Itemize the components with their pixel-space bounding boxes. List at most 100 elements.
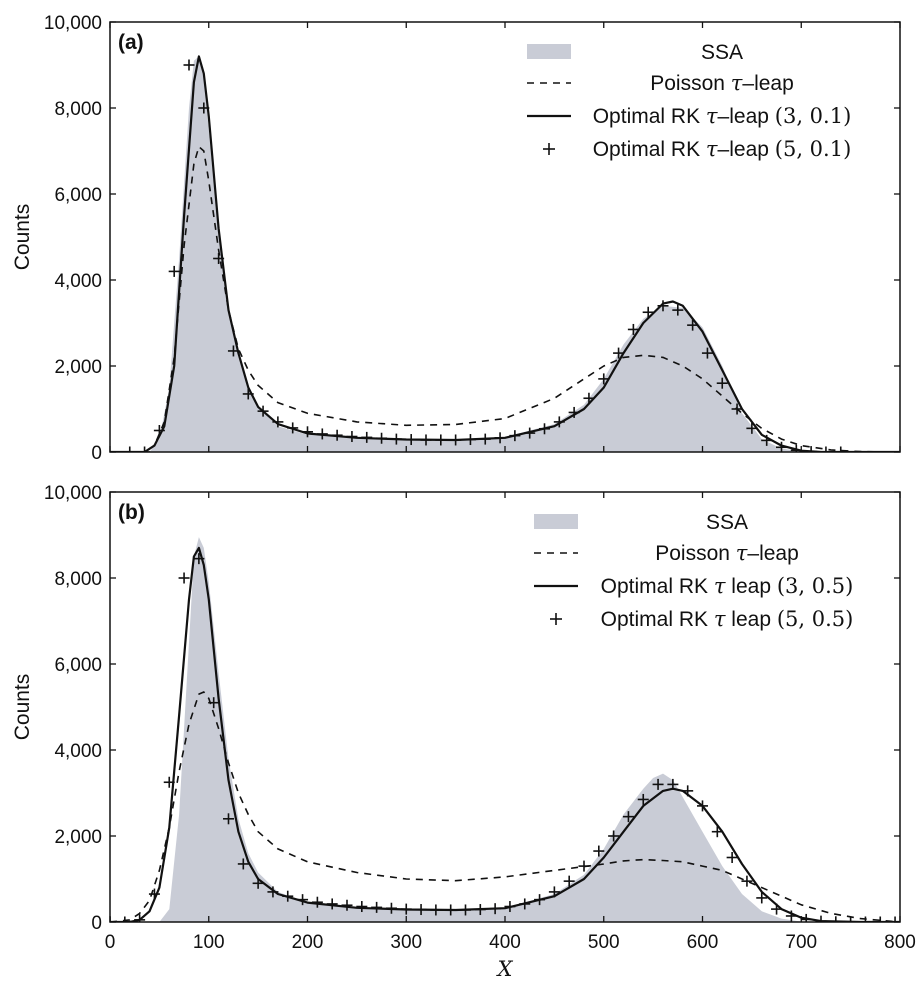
plot-area-b <box>110 537 900 922</box>
series-optimal-rk-leap-5-0-5-b-marker-10 <box>252 877 264 889</box>
series-optimal-rk-leap-5-0-5-b-marker-6 <box>193 553 205 565</box>
series-optimal-rk-leap-5-0-5-b-marker-36 <box>637 793 649 805</box>
x-tick-label-b-2: 200 <box>292 932 324 953</box>
series-optimal-rk-leap-5-0-1-a-marker-7 <box>227 345 239 357</box>
series-optimal-rk-leap-5-0-5-b-marker-1 <box>119 916 131 922</box>
series-optimal-rk-leap-5-0-5-b-marker-31 <box>563 875 575 887</box>
legend-label-rk-3: Optimal RK τ–leap (3, 0.1) <box>593 104 852 128</box>
series-optimal-rk-leap-5-0-1-a-marker-33 <box>613 347 625 359</box>
series-optimal-rk-leap-5-0-5-b-marker-28 <box>519 898 531 910</box>
series-optimal-rk-leap-5-0-1-a-marker-10 <box>272 416 284 428</box>
series-optimal-rk-leap-5-0-5-b-marker-32 <box>578 860 590 872</box>
series-optimal-rk-leap-5-0-1-a-marker-11 <box>287 422 299 434</box>
y-tick-label-b-3: 6,000 <box>54 655 102 676</box>
x-axis-label: X <box>496 957 514 981</box>
x-tick-label-b-6: 600 <box>687 932 719 953</box>
legend-label-poisson: Poisson τ–leap <box>650 71 794 95</box>
series-optimal-rk-leap-5-0-1-a-marker-20 <box>420 434 432 446</box>
series-optimal-rk-leap-5-0-5-b-marker-17 <box>356 901 368 913</box>
legend-label-ssa: SSA <box>706 511 748 534</box>
legend-swatch-ssa <box>527 44 571 59</box>
series-optimal-rk-leap-5-0-1-a-marker-22 <box>450 434 462 446</box>
series-optimal-rk-leap-5-0-5-b-marker-42 <box>726 852 738 863</box>
series-optimal-rk-leap-5-0-5-b-marker-43 <box>741 875 753 887</box>
y-axis-label-a: Counts <box>11 204 34 271</box>
series-optimal-rk-leap-5-0-1-a-marker-12 <box>302 426 313 438</box>
y-tick-label-a-4: 8,000 <box>54 99 102 120</box>
x-tick-label-b-1: 100 <box>193 932 225 953</box>
series-optimal-rk-leap-5-0-1-a-marker-6 <box>213 253 225 264</box>
series-optimal-rk-leap-5-0-5-b-marker-18 <box>371 901 383 913</box>
series-optimal-rk-leap-5-0-5-b-marker-26 <box>489 903 501 915</box>
series-poisson-leap-b-line <box>110 691 900 922</box>
series-optimal-rk-leap-5-0-1-a-marker-2 <box>153 425 165 436</box>
series-optimal-rk-leap-5-0-5-b-marker-11 <box>267 886 279 898</box>
y-tick-label-a-3: 6,000 <box>54 185 102 206</box>
series-optimal-rk-leap-5-0-1-a-marker-44 <box>776 441 787 452</box>
x-tick-label-b-8: 800 <box>884 932 916 953</box>
series-optimal-rk-leap-5-0-1-a-marker-16 <box>361 431 373 443</box>
series-optimal-rk-leap-5-0-5-b-marker-52 <box>874 916 886 922</box>
series-optimal-rk-leap-5-0-1-a-marker-35 <box>642 306 654 318</box>
x-tick-label-b-5: 500 <box>588 932 620 953</box>
series-optimal-rk-leap-5-0-5-b-marker-41 <box>711 826 723 838</box>
series-optimal-rk-leap-5-0-1-a-marker-24 <box>479 433 491 445</box>
series-optimal-rk-leap-5-0-1-a-marker-36 <box>657 300 669 312</box>
series-optimal-rk-leap-5-0-1-a-marker-14 <box>331 429 343 441</box>
series-optimal-rk-leap-5-0-5-b-marker-39 <box>682 785 694 797</box>
series-optimal-rk-leap-5-0-5-b-marker-24 <box>460 904 471 916</box>
series-optimal-rk-leap-5-0-5-b-marker-35 <box>622 811 634 823</box>
axis-ticks-a: 0 2,000 4,000 6,000 8,000 10,000 <box>44 13 901 464</box>
series-optimal-rk-leap-5-0-1-a-marker-25 <box>494 432 506 444</box>
series-optimal-rk-leap-5-0-1-a-marker-42 <box>746 422 758 434</box>
legend-label-rk-5: Optimal RK τ–leap (5, 0.1) <box>593 137 852 161</box>
panel-label-b: (b) <box>118 501 145 524</box>
legend-b: SSA Poisson τ–leap Optimal RK τ leap (3,… <box>534 511 853 631</box>
legend-swatch-rk-5 <box>543 143 555 155</box>
legend-label-rk-5: Optimal RK τ leap (5, 0.5) <box>601 607 854 631</box>
series-optimal-rk-leap-5-0-1-a-marker-8 <box>242 388 254 400</box>
series-optimal-rk-leap-5-0-1-a-marker-43 <box>761 434 773 446</box>
series-optimal-rk-leap-5-0-5-b-marker-50 <box>845 916 857 922</box>
series-optimal-rk-leap-5-0-5-b-marker-25 <box>474 904 486 916</box>
series-optimal-rk-leap-5-0-5-b-marker-27 <box>504 901 516 913</box>
y-tick-label-b-1: 2,000 <box>54 827 102 848</box>
series-optimal-rk-leap-5-0-5-b-marker-8 <box>223 813 234 825</box>
series-optimal-rk-leap-3-0-5-b-line <box>110 546 900 922</box>
series-optimal-rk-leap-5-0-1-a-marker-18 <box>390 433 402 445</box>
series-optimal-rk-leap-5-0-5-b-marker-5 <box>178 572 190 584</box>
series-optimal-rk-leap-5-0-5-b-marker-21 <box>415 904 427 916</box>
series-optimal-rk-leap-5-0-1-a-marker-45 <box>790 444 802 452</box>
chart-panel-a: 0 2,000 4,000 6,000 8,000 10,000 Counts (a) S… <box>11 13 901 464</box>
series-optimal-rk-leap-5-0-5-b-marker-51 <box>859 916 871 922</box>
series-optimal-rk-leap-5-0-1-a-marker-32 <box>598 373 610 385</box>
series-optimal-rk-leap-5-0-5-b-marker-40 <box>697 800 708 812</box>
series-optimal-rk-leap-5-0-1-a-marker-21 <box>435 434 447 446</box>
series-optimal-rk-leap-5-0-5-b-marker-45 <box>771 903 783 915</box>
y-tick-label-b-0: 0 <box>91 913 102 934</box>
series-optimal-rk-leap-5-0-5-b-marker-20 <box>400 903 412 915</box>
series-optimal-rk-leap-5-0-5-b-marker-16 <box>341 899 353 911</box>
series-optimal-rk-leap-5-0-5-b-marker-44 <box>756 892 768 904</box>
y-tick-label-a-5: 10,000 <box>44 13 102 34</box>
y-tick-label-b-2: 4,000 <box>54 741 102 762</box>
chart-panel-b: 0 2,000 4,000 6,000 8,000 10,000 0 100 200 300 400… <box>11 483 916 981</box>
series-optimal-rk-leap-5-0-1-a-marker-13 <box>316 428 328 440</box>
series-optimal-rk-leap-5-0-5-b-marker-48 <box>815 915 827 922</box>
legend-label-ssa: SSA <box>701 41 743 64</box>
series-optimal-rk-leap-5-0-1-a-marker-31 <box>583 392 595 404</box>
series-optimal-rk-leap-5-0-1-a-marker-27 <box>524 427 536 439</box>
series-ssa-b-area <box>110 537 900 922</box>
series-optimal-rk-leap-5-0-5-b-marker-7 <box>208 697 220 709</box>
series-optimal-rk-leap-5-0-5-b-marker-30 <box>548 886 560 898</box>
x-tick-label-b-0: 0 <box>105 932 116 953</box>
series-optimal-rk-leap-5-0-5-b-marker-13 <box>297 894 309 906</box>
plot-area-a <box>110 55 900 452</box>
x-tick-label-b-3: 300 <box>390 932 422 953</box>
series-optimal-rk-leap-5-0-1-a-marker-26 <box>509 430 521 442</box>
series-optimal-rk-leap-5-0-5-b-marker-4 <box>163 776 175 788</box>
series-optimal-rk-leap-5-0-5-b-marker-34 <box>608 830 620 842</box>
legend-label-rk-3: Optimal RK τ leap (3, 0.5) <box>601 574 854 598</box>
x-tick-label-b-4: 400 <box>489 932 521 953</box>
